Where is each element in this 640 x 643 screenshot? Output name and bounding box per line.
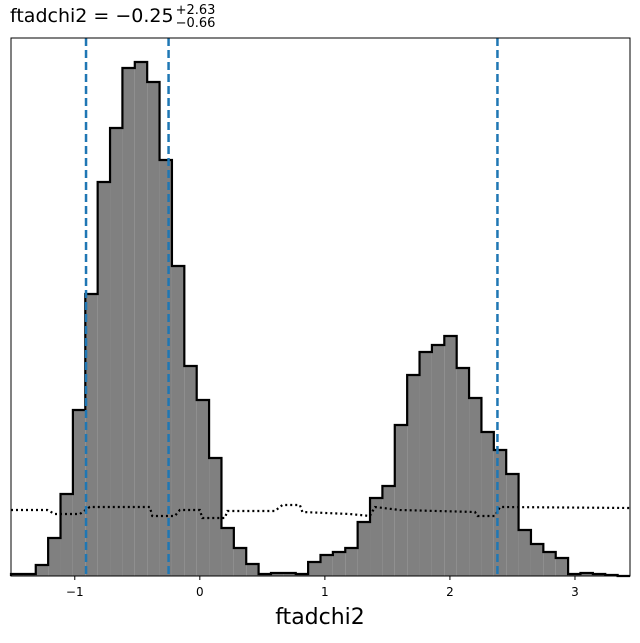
bar <box>308 562 321 576</box>
chart-title: ftadchi2 = −0.25 <box>10 5 174 27</box>
bar <box>320 555 333 576</box>
x-axis-label: ftadchi2 <box>275 605 365 630</box>
bar <box>147 82 160 576</box>
bar <box>196 400 210 576</box>
bar <box>382 486 395 576</box>
bar <box>246 564 259 576</box>
bar <box>370 498 383 576</box>
bar <box>48 538 61 576</box>
bar <box>431 345 445 576</box>
bar <box>555 558 569 576</box>
x-tick-label: 2 <box>446 585 454 599</box>
bar-outline <box>9 60 630 578</box>
title-upper: +2.63 <box>176 3 216 18</box>
bar <box>543 552 556 576</box>
bar <box>530 544 544 576</box>
bar <box>481 432 494 576</box>
title-main: ftadchi2 = −0.25 <box>10 5 174 27</box>
bar <box>60 494 73 576</box>
bar <box>518 530 531 576</box>
prior-line <box>11 503 631 520</box>
bar <box>134 62 148 576</box>
bar <box>394 425 408 576</box>
bar <box>233 548 247 576</box>
bar <box>332 552 346 576</box>
plot-frame <box>10 37 631 577</box>
bar <box>357 522 371 576</box>
bar <box>85 294 98 576</box>
bar <box>159 160 172 576</box>
x-tick-label: 3 <box>571 585 579 599</box>
bar <box>506 474 519 576</box>
bar <box>283 573 296 576</box>
bar <box>456 368 470 576</box>
bar <box>580 573 593 576</box>
bar <box>444 336 457 576</box>
title-lower: −0.66 <box>176 16 216 31</box>
bar <box>72 410 86 576</box>
x-tick-label: −1 <box>66 585 84 599</box>
bar <box>171 266 185 576</box>
bar <box>270 573 284 576</box>
bar <box>122 68 135 576</box>
x-tick-label: 0 <box>196 585 204 599</box>
bar <box>407 375 420 576</box>
bar <box>110 128 123 576</box>
bar <box>35 565 49 576</box>
bar <box>419 352 432 576</box>
x-tick-label: 1 <box>321 585 329 599</box>
bar <box>221 528 234 576</box>
bar <box>184 366 197 576</box>
bar <box>209 458 222 576</box>
bar <box>97 182 111 576</box>
bar <box>345 548 358 576</box>
bar <box>469 398 482 576</box>
